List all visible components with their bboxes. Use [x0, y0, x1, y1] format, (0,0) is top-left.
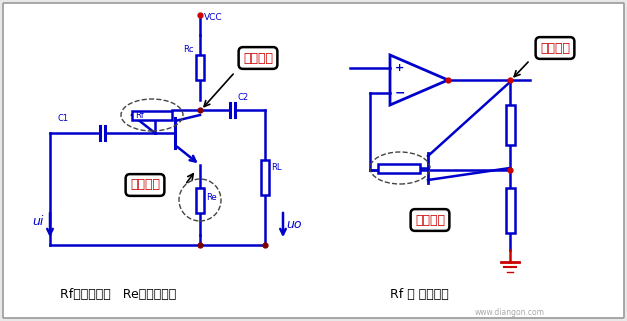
- Text: 间接输出: 间接输出: [130, 178, 160, 192]
- Text: 直接输出: 直接输出: [540, 41, 570, 55]
- Text: C1: C1: [58, 114, 69, 123]
- Text: 间接输出: 间接输出: [415, 213, 445, 227]
- FancyBboxPatch shape: [3, 3, 624, 318]
- Bar: [378, 163, 420, 172]
- Text: Rf: Rf: [135, 110, 144, 119]
- Bar: [261, 160, 269, 195]
- Text: www.diangon.com: www.diangon.com: [475, 308, 545, 317]
- Bar: [505, 105, 515, 145]
- Text: RL: RL: [271, 163, 282, 172]
- Text: +: +: [396, 63, 404, 73]
- Text: ui: ui: [32, 215, 43, 228]
- Bar: [196, 55, 204, 80]
- Text: C2: C2: [237, 93, 248, 102]
- Text: Rc: Rc: [183, 45, 194, 54]
- Text: Re: Re: [206, 193, 217, 202]
- Text: VCC: VCC: [204, 13, 223, 22]
- Text: uo: uo: [286, 218, 302, 231]
- Text: 直接输出: 直接输出: [243, 51, 273, 65]
- Bar: [196, 187, 204, 213]
- Text: −: −: [395, 86, 405, 100]
- Text: Rf：电压反馈   Re：电流反馈: Rf：电压反馈 Re：电流反馈: [60, 288, 176, 301]
- Bar: [505, 187, 515, 232]
- Bar: [132, 110, 172, 119]
- Text: Rf ： 电流反馈: Rf ： 电流反馈: [390, 288, 449, 301]
